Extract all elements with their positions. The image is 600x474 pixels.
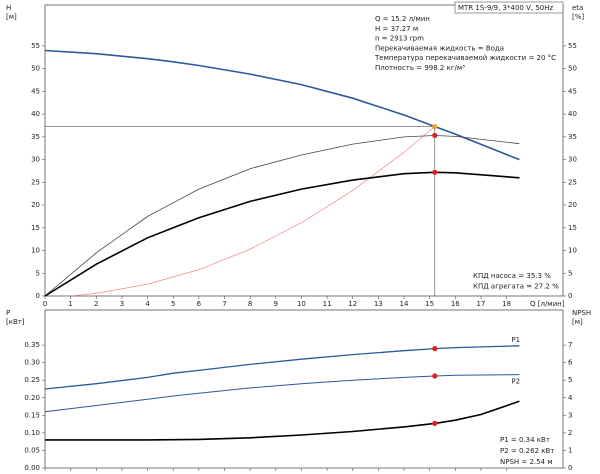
y2-tick-label: 25 bbox=[568, 178, 577, 186]
x-tick-label: 8 bbox=[248, 300, 252, 308]
info-line: Q = 15.2 л/мин bbox=[375, 15, 430, 23]
header: MTR 1S-9/9, 3*400 V, 50Hz bbox=[458, 4, 553, 12]
x-tick-label: 3 bbox=[120, 300, 124, 308]
y2-tick-label: 3 bbox=[568, 411, 572, 419]
info-line: n = 2913 rpm bbox=[375, 35, 424, 43]
x-tick-label: 6 bbox=[197, 300, 202, 308]
x-tick-label: 10 bbox=[297, 300, 306, 308]
header-box bbox=[454, 1, 564, 14]
y2-tick-label: 45 bbox=[568, 87, 577, 95]
y2-tick-label: 1 bbox=[568, 446, 572, 454]
y-tick-label: 55 bbox=[31, 42, 40, 50]
info-line: H = 37.27 м bbox=[375, 25, 418, 33]
duty-marker bbox=[432, 420, 438, 427]
y2-axis-unit: [%] bbox=[572, 13, 584, 21]
x-tick-label: 16 bbox=[451, 300, 460, 308]
x-tick-label: 13 bbox=[374, 300, 383, 308]
y2-tick-label: 10 bbox=[568, 247, 577, 255]
result-line: P1 = 0.34 кВт bbox=[500, 436, 550, 444]
curve bbox=[44, 345, 520, 390]
y-axis-unit: [кВт] bbox=[6, 318, 25, 326]
y2-tick-label: 4 bbox=[568, 394, 573, 402]
info-line: Температура перекачиваемой жидкости = 20… bbox=[374, 54, 556, 62]
y-tick-label: 0.00 bbox=[24, 464, 40, 472]
y2-tick-label: 30 bbox=[568, 156, 577, 164]
series-label: P1 bbox=[511, 336, 520, 344]
result-line: NPSH = 2.54 м bbox=[500, 458, 553, 466]
x-tick-label: 5 bbox=[171, 300, 175, 308]
x-tick-label: 4 bbox=[145, 300, 150, 308]
info-line: Плотность = 998.2 кг/м³ bbox=[375, 64, 465, 72]
y-axis-label: H bbox=[6, 4, 11, 12]
y-tick-label: 0.05 bbox=[24, 446, 40, 454]
y-tick-label: 0.35 bbox=[24, 341, 40, 349]
curve bbox=[45, 400, 520, 441]
frame-bottom bbox=[44, 309, 564, 469]
y-tick-label: 5 bbox=[36, 269, 40, 277]
x-tick-label: 18 bbox=[502, 300, 511, 308]
y2-tick-label: 15 bbox=[568, 224, 577, 232]
y2-axis-label: eta bbox=[572, 4, 583, 12]
x-tick-label: 2 bbox=[94, 300, 98, 308]
result-line: КПД агрегата = 27.2 % bbox=[473, 283, 559, 291]
curve bbox=[44, 49, 520, 161]
y2-tick-label: 20 bbox=[568, 201, 577, 209]
y-tick-label: 0.20 bbox=[24, 394, 40, 402]
curve bbox=[44, 374, 520, 413]
x-tick-label: 1 bbox=[68, 300, 72, 308]
y2-tick-label: 0 bbox=[568, 292, 572, 300]
frame-top bbox=[44, 4, 564, 297]
y-tick-label: 10 bbox=[31, 247, 40, 255]
x-tick-label: 11 bbox=[323, 300, 332, 308]
series-label: P2 bbox=[511, 378, 520, 386]
y-tick-label: 25 bbox=[31, 178, 40, 186]
y2-tick-label: 6 bbox=[568, 359, 573, 367]
y-tick-label: 35 bbox=[31, 133, 40, 141]
y2-axis-unit: [м] bbox=[572, 318, 583, 326]
duty-marker bbox=[432, 169, 438, 175]
curve bbox=[70, 126, 435, 297]
y-tick-label: 20 bbox=[31, 201, 40, 209]
x-tick-label: 15 bbox=[425, 300, 434, 308]
x-tick-label: 9 bbox=[274, 300, 278, 308]
y2-tick-label: 35 bbox=[568, 133, 577, 141]
y-tick-label: 0.25 bbox=[24, 376, 40, 384]
duty-marker bbox=[432, 346, 438, 352]
y-axis-unit: [м] bbox=[6, 13, 17, 21]
y-tick-label: 0 bbox=[36, 292, 40, 300]
result-line: КПД насоса = 35.3 % bbox=[473, 272, 551, 280]
y2-tick-label: 40 bbox=[568, 110, 577, 118]
x-tick-label: 7 bbox=[222, 300, 226, 308]
curve bbox=[44, 135, 520, 297]
y-tick-label: 15 bbox=[31, 224, 40, 232]
y-axis-label: P bbox=[6, 309, 10, 317]
curve bbox=[44, 171, 520, 297]
x-tick-label: 12 bbox=[348, 300, 357, 308]
y2-axis-label: NPSH bbox=[572, 309, 591, 317]
x-axis-label: Q [л/мин] bbox=[530, 300, 565, 308]
y2-tick-label: 55 bbox=[568, 42, 577, 50]
y-tick-label: 0.30 bbox=[24, 359, 40, 367]
duty-marker bbox=[432, 132, 438, 139]
y2-tick-label: 0 bbox=[568, 464, 572, 472]
y-tick-label: 50 bbox=[31, 65, 40, 73]
y2-tick-label: 5 bbox=[568, 269, 572, 277]
info-line: Перекачиваемая жидкость = Вода bbox=[375, 44, 504, 52]
y-tick-label: 30 bbox=[31, 156, 40, 164]
y2-tick-label: 50 bbox=[568, 65, 577, 73]
duty-marker bbox=[432, 373, 438, 379]
y2-tick-label: 2 bbox=[568, 429, 572, 437]
y-tick-label: 0.10 bbox=[24, 429, 40, 437]
y-tick-label: 40 bbox=[31, 110, 40, 118]
y2-tick-label: 5 bbox=[568, 376, 572, 384]
result-line: P2 = 0.262 кВт bbox=[500, 447, 554, 455]
y-tick-label: 45 bbox=[31, 87, 40, 95]
y-tick-label: 0.15 bbox=[24, 411, 40, 419]
x-tick-label: 17 bbox=[476, 300, 485, 308]
x-tick-label: 14 bbox=[400, 300, 409, 308]
x-tick-label: 0 bbox=[43, 300, 47, 308]
y2-tick-label: 7 bbox=[568, 341, 572, 349]
